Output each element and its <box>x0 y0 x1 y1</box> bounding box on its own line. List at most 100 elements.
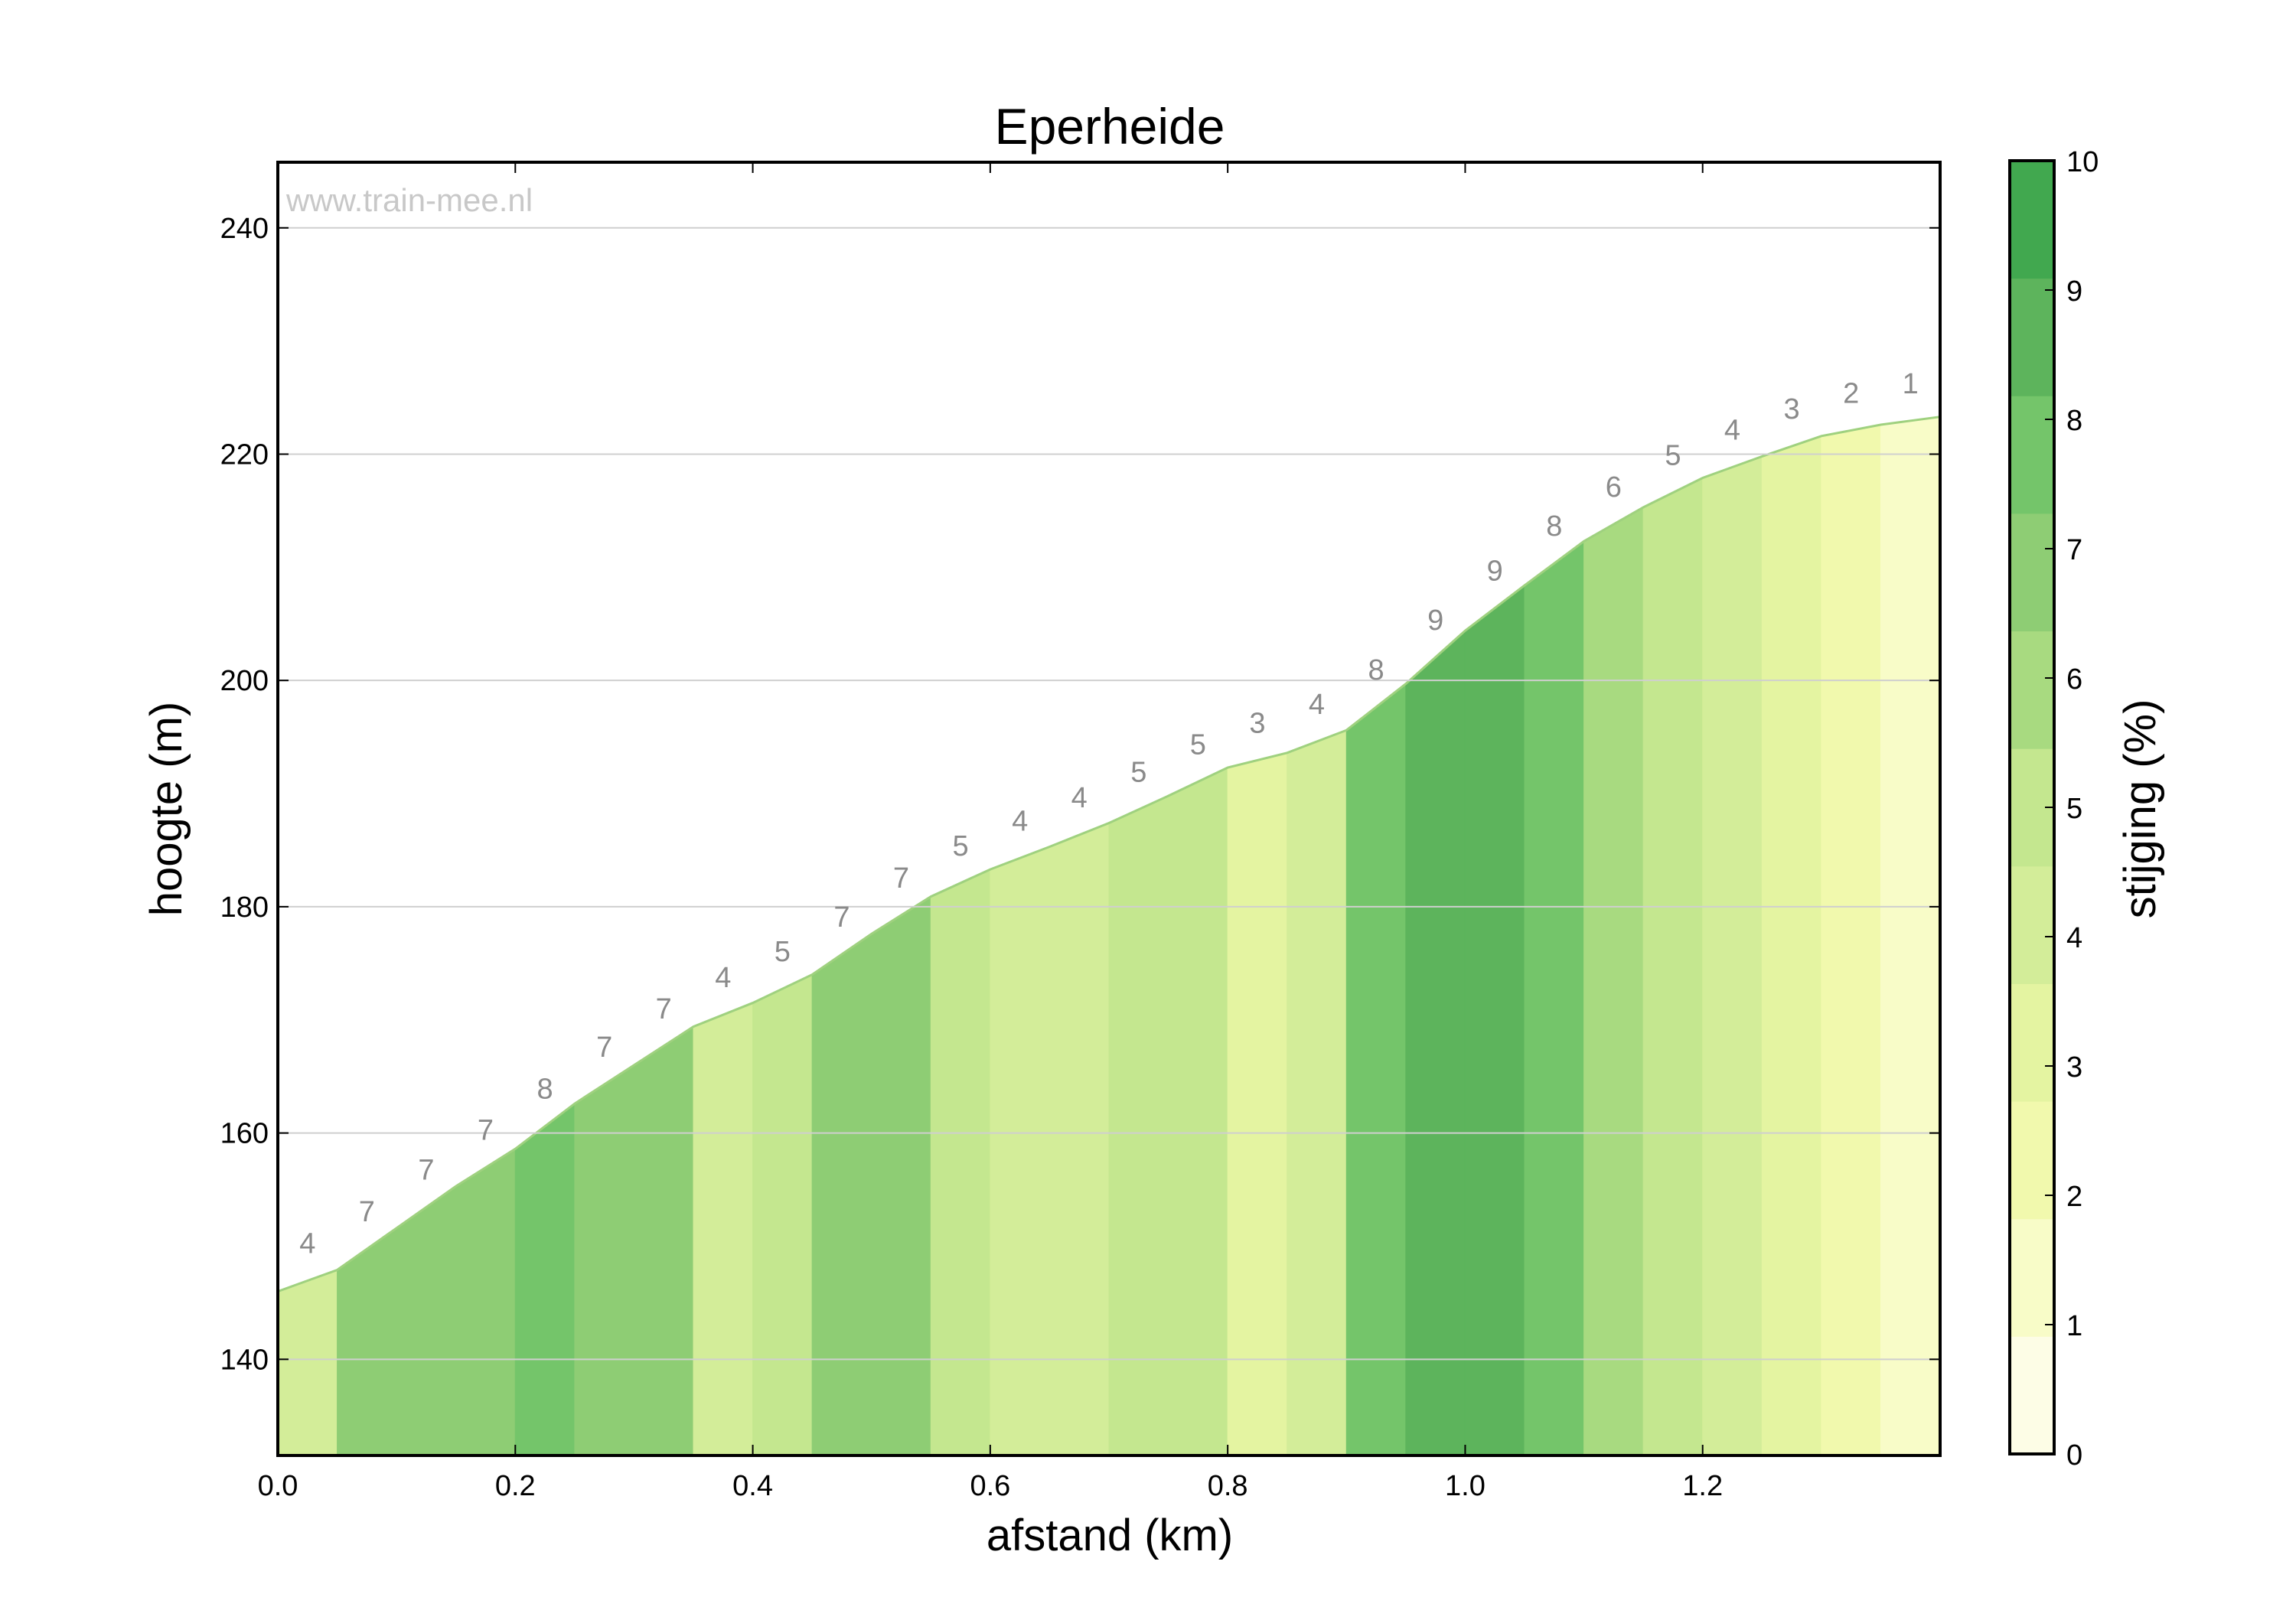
gradient-label: 4 <box>1309 689 1325 721</box>
y-tick-label: 180 <box>220 892 269 924</box>
gradient-label: 7 <box>596 1032 612 1064</box>
gradient-label: 4 <box>1724 414 1740 446</box>
gridlines <box>278 227 1940 1361</box>
gradient-label: 4 <box>1012 805 1028 837</box>
gradient-segment <box>871 895 931 1456</box>
gradient-label: 5 <box>1130 757 1146 789</box>
gradient-labels: 4 7 7 7 8 7 7 4 5 7 7 5 4 4 5 5 3 4 8 9 9 8 6 5 4 3 2 1 <box>299 368 1919 1260</box>
x-tick-label: 0.0 <box>258 1470 298 1502</box>
y-axis-title: hoogte (m) <box>142 702 191 916</box>
gradient-label: 8 <box>537 1074 553 1106</box>
colorbar-swatch <box>2010 396 2054 514</box>
colorbar-tick-label: 5 <box>2066 793 2082 825</box>
gradient-label: 9 <box>1427 605 1443 637</box>
y-tick-label: 220 <box>220 438 269 471</box>
colorbar-tick-label: 0 <box>2066 1439 2082 1472</box>
gradient-segment <box>574 1064 634 1456</box>
gradient-segment <box>1583 507 1644 1456</box>
x-tick-label: 1.0 <box>1445 1470 1486 1502</box>
gradient-label: 1 <box>1903 368 1919 400</box>
x-tick-label: 0.4 <box>732 1470 773 1502</box>
colorbar-swatch <box>2010 513 2054 632</box>
y-tick-label: 200 <box>220 665 269 697</box>
gradient-label: 7 <box>833 901 850 934</box>
gradient-segment <box>1227 752 1288 1456</box>
gradient-segment <box>1287 729 1347 1456</box>
gradient-segment <box>1464 584 1525 1456</box>
gradient-segment <box>1168 767 1228 1456</box>
gradient-segment <box>396 1185 457 1456</box>
x-axis-title: afstand (km) <box>987 1511 1233 1560</box>
gradient-label: 4 <box>715 962 731 994</box>
chart-title: Eperheide <box>995 98 1225 155</box>
colorbar-tick-label: 10 <box>2066 146 2099 178</box>
colorbar-tick-label: 8 <box>2066 405 2082 437</box>
gradient-segment <box>930 869 991 1456</box>
colorbar-swatch <box>2010 865 2054 984</box>
gradient-label: 8 <box>1368 654 1384 686</box>
gradient-segment <box>1821 424 1881 1456</box>
gradient-segment <box>455 1148 516 1456</box>
gradient-segment <box>337 1227 397 1456</box>
gradient-segment <box>277 1269 338 1456</box>
gradient-label: 7 <box>418 1154 434 1186</box>
gradient-segment <box>514 1103 576 1456</box>
colorbar-swatch <box>2010 631 2054 749</box>
x-tick-label: 0.2 <box>495 1470 536 1502</box>
colorbar-tick-label: 6 <box>2066 663 2082 696</box>
plot-frame <box>276 161 1942 1457</box>
gradient-label: 5 <box>1190 729 1206 761</box>
colorbar: 0 1 2 3 4 5 6 7 8 9 10 <box>2008 146 2099 1472</box>
gradient-segment <box>1761 435 1822 1456</box>
gradient-label: 7 <box>478 1115 494 1147</box>
gradient-label: 5 <box>1665 440 1681 472</box>
gradient-label: 3 <box>1249 707 1265 739</box>
gradient-label: 7 <box>656 993 672 1025</box>
gradient-label: 4 <box>1071 782 1088 814</box>
gradient-label: 8 <box>1546 510 1562 543</box>
x-tick-label: 1.2 <box>1682 1470 1723 1502</box>
gradient-label: 9 <box>1487 556 1503 588</box>
x-axis: 0.0 0.2 0.4 0.6 0.8 1.0 1.2 <box>258 162 1723 1502</box>
colorbar-tick-label: 9 <box>2066 275 2082 308</box>
gradient-segment <box>1108 795 1169 1456</box>
gradient-label: 3 <box>1784 393 1800 425</box>
gradient-segment <box>1345 683 1407 1456</box>
y-axis: 140 160 180 200 220 240 <box>220 213 1940 1376</box>
x-tick-label: 0.6 <box>970 1470 1010 1502</box>
gradient-segment <box>752 973 813 1456</box>
gradient-label: 2 <box>1843 377 1859 409</box>
gradient-segment <box>693 1002 754 1456</box>
colorbar-tick-label: 2 <box>2066 1181 2082 1213</box>
colorbar-swatch <box>2010 983 2054 1102</box>
colorbar-tick-label: 1 <box>2066 1310 2082 1342</box>
colorbar-swatch <box>2010 161 2054 279</box>
colorbar-swatch <box>2010 1218 2054 1337</box>
x-tick-label: 0.8 <box>1208 1470 1248 1502</box>
gradient-segment <box>1049 822 1110 1456</box>
gradient-segment <box>1642 477 1704 1456</box>
colorbar-tick-label: 4 <box>2066 922 2082 954</box>
colorbar-title: stijging (%) <box>2115 699 2165 919</box>
gradient-segment <box>811 933 872 1456</box>
gradient-segment <box>990 846 1050 1456</box>
gradient-label: 4 <box>299 1228 315 1260</box>
y-tick-label: 160 <box>220 1118 269 1150</box>
y-tick-label: 140 <box>220 1344 269 1376</box>
colorbar-tick-label: 7 <box>2066 534 2082 566</box>
gradient-segment <box>1405 630 1466 1456</box>
gradient-label: 6 <box>1606 471 1622 504</box>
gradient-label: 5 <box>775 936 791 968</box>
y-tick-label: 240 <box>220 213 269 245</box>
gradient-segment <box>1524 540 1585 1456</box>
gradient-label: 7 <box>359 1196 375 1228</box>
colorbar-tick-label: 3 <box>2066 1051 2082 1084</box>
gradient-segment <box>1880 416 1941 1456</box>
colorbar-swatch <box>2010 278 2054 396</box>
colorbar-swatch <box>2010 1101 2054 1220</box>
gradient-segments <box>277 416 1941 1456</box>
watermark: www.train-mee.nl <box>285 182 533 218</box>
gradient-segment <box>633 1025 694 1456</box>
gradient-label: 5 <box>953 830 969 862</box>
